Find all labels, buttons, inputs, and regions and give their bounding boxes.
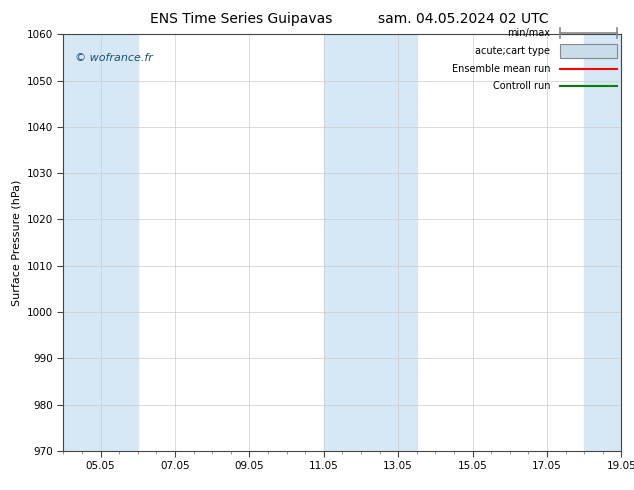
Bar: [324, 34, 361, 451]
Text: © wofrance.fr: © wofrance.fr: [75, 53, 152, 63]
Text: min/max: min/max: [507, 28, 550, 38]
Bar: [63, 34, 82, 451]
Text: sam. 04.05.2024 02 UTC: sam. 04.05.2024 02 UTC: [377, 12, 548, 26]
Text: Controll run: Controll run: [493, 81, 550, 91]
Bar: [361, 34, 417, 451]
Text: Ensemble mean run: Ensemble mean run: [452, 64, 550, 74]
Y-axis label: Surface Pressure (hPa): Surface Pressure (hPa): [11, 179, 21, 306]
Bar: [560, 44, 618, 58]
Bar: [82, 34, 138, 451]
Bar: [584, 34, 621, 451]
Text: ENS Time Series Guipavas: ENS Time Series Guipavas: [150, 12, 332, 26]
Text: acute;cart type: acute;cart type: [476, 46, 550, 56]
